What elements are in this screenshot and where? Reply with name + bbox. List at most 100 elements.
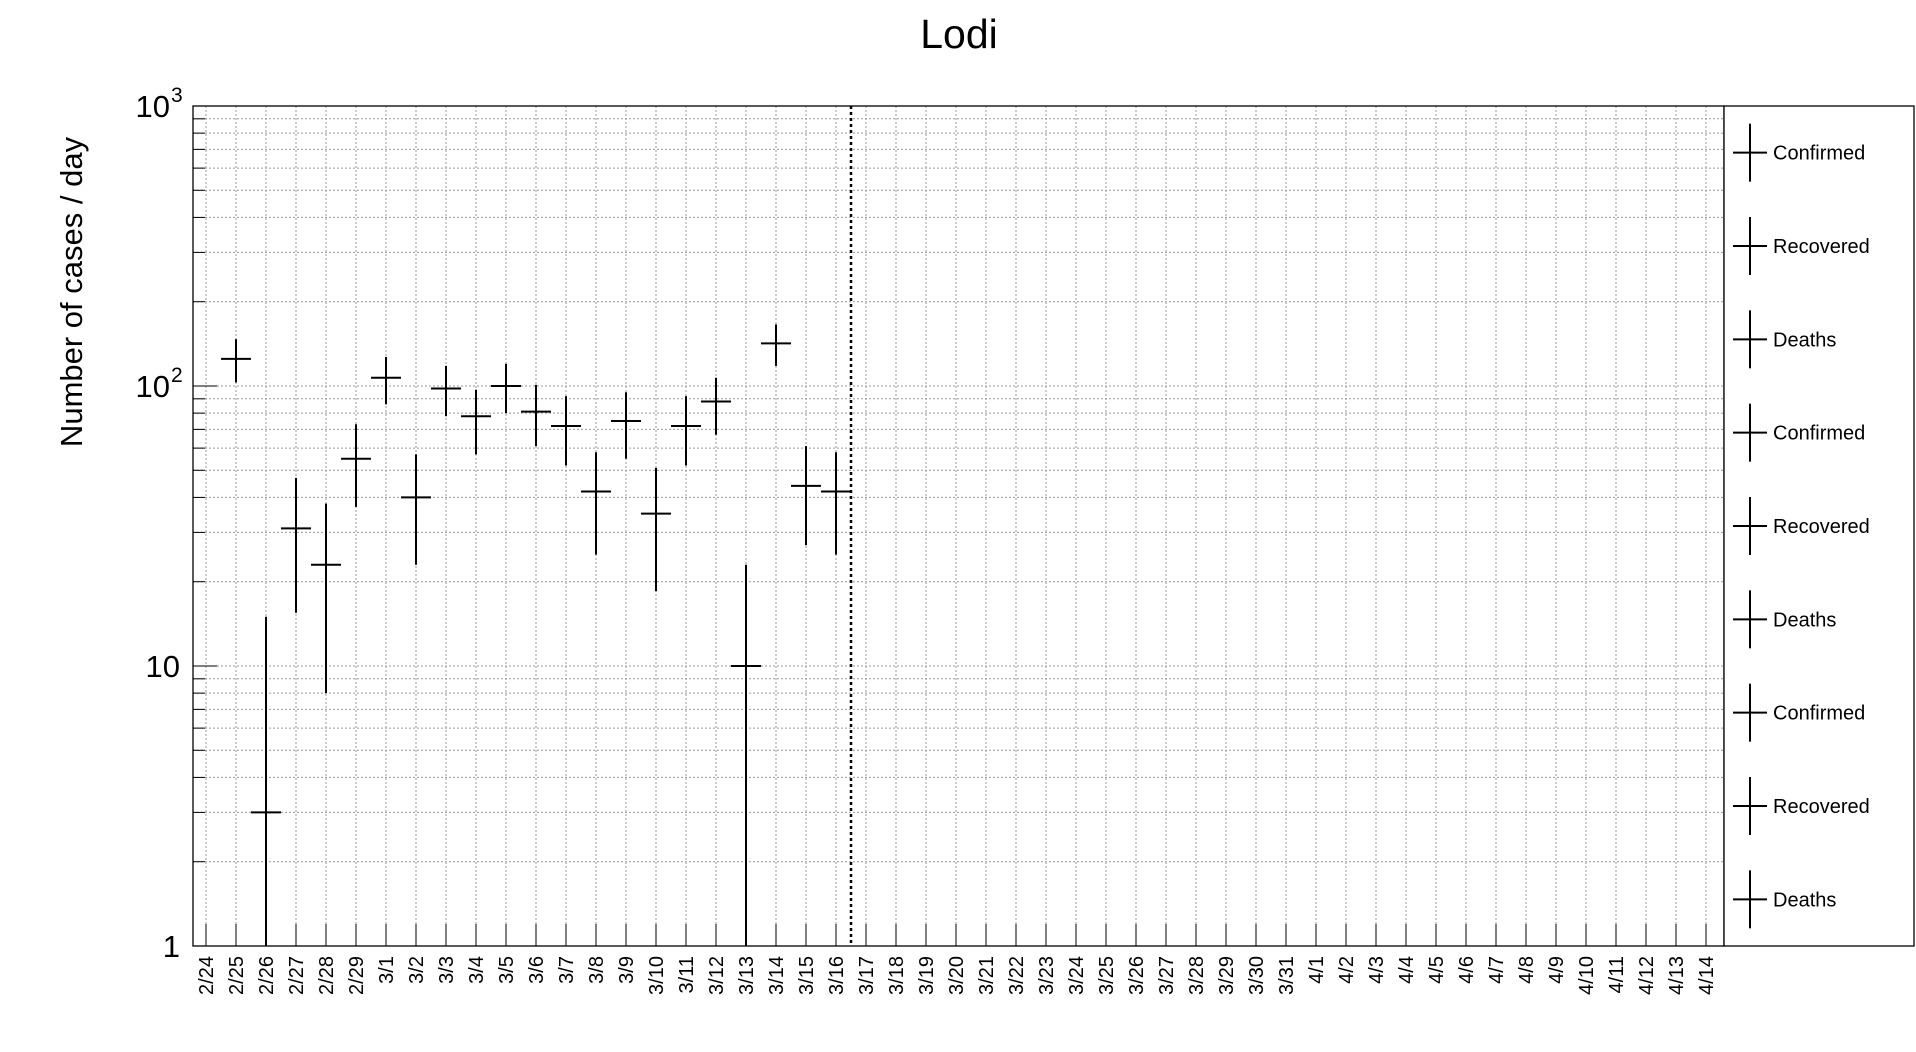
x-tick-label: 3/6 <box>526 956 548 984</box>
x-tick-label: 3/22 <box>1006 956 1028 995</box>
x-tick-label: 4/5 <box>1426 956 1448 984</box>
x-tick-label: 3/20 <box>946 956 968 995</box>
data-point <box>371 356 401 405</box>
legend-item: Confirmed <box>1733 123 1865 182</box>
x-tick-label: 3/23 <box>1036 956 1058 995</box>
chart-title: Lodi <box>920 11 998 57</box>
x-tick-label: 2/26 <box>256 956 278 995</box>
data-point <box>551 396 581 466</box>
data-point <box>821 452 851 555</box>
legend-item: Deaths <box>1733 590 1836 649</box>
data-point <box>251 616 281 946</box>
data-point <box>221 339 251 383</box>
x-tick-label: 4/6 <box>1456 956 1478 984</box>
legend-item: Deaths <box>1733 310 1836 369</box>
x-tick-label: 3/9 <box>616 956 638 984</box>
legend-item: Deaths <box>1733 870 1836 929</box>
y-axis-label: Number of cases / day <box>54 136 89 447</box>
x-tick-label: 4/13 <box>1666 956 1688 995</box>
x-tick-label: 3/10 <box>646 956 668 995</box>
data-point <box>461 389 491 455</box>
x-tick-label: 2/27 <box>286 956 308 995</box>
x-tick-label: 3/11 <box>676 956 698 993</box>
x-tick-label: 3/4 <box>466 956 488 984</box>
data-point <box>791 446 821 546</box>
data-point <box>341 424 371 507</box>
x-tick-label: 2/25 <box>226 956 248 995</box>
x-tick-label: 3/1 <box>376 956 398 984</box>
data-point <box>641 467 671 592</box>
x-tick-label: 3/31 <box>1276 956 1298 995</box>
x-tick-label: 2/28 <box>316 956 338 995</box>
legend-label: Recovered <box>1773 236 1870 258</box>
x-tick-label: 4/8 <box>1516 956 1538 984</box>
data-point <box>671 396 701 466</box>
legend-label: Recovered <box>1773 516 1870 538</box>
x-tick-label: 3/16 <box>826 956 848 995</box>
x-tick-label: 3/21 <box>976 956 998 995</box>
y-tick-label: 10 <box>136 89 170 124</box>
legend-item: Recovered <box>1733 217 1870 275</box>
x-tick-label: 3/27 <box>1156 956 1178 995</box>
x-tick-label: 3/2 <box>406 956 428 984</box>
x-tick-label: 3/12 <box>706 956 728 995</box>
x-tick-label: 3/24 <box>1066 956 1088 995</box>
legend-item: Confirmed <box>1733 403 1865 462</box>
x-tick-label: 3/29 <box>1216 956 1238 995</box>
x-tick-label: 3/14 <box>766 956 788 995</box>
x-tick-label: 3/3 <box>436 956 458 984</box>
x-tick-label: 4/3 <box>1366 956 1388 984</box>
x-tick-label: 3/13 <box>736 956 758 995</box>
x-tick-label: 4/11 <box>1606 956 1628 993</box>
x-tick-label: 4/2 <box>1336 956 1358 984</box>
x-tick-label: 4/7 <box>1486 956 1508 984</box>
x-tick-label: 4/10 <box>1576 956 1598 995</box>
x-tick-label: 4/4 <box>1396 956 1418 984</box>
legend-label: Confirmed <box>1773 423 1865 445</box>
data-point <box>761 324 791 366</box>
data-point <box>491 363 521 414</box>
y-tick-label: 10 <box>136 369 170 404</box>
legend-item: Recovered <box>1733 777 1870 835</box>
legend-label: Deaths <box>1773 609 1836 631</box>
x-tick-label: 3/17 <box>856 956 878 995</box>
x-tick-label: 2/29 <box>346 956 368 995</box>
x-tick-label: 2/24 <box>196 956 218 995</box>
y-tick-label: 1 <box>163 929 180 964</box>
legend-item: Recovered <box>1733 497 1870 555</box>
x-tick-label: 4/1 <box>1306 956 1328 984</box>
x-tick-label: 3/5 <box>496 956 518 984</box>
x-tick-label: 3/30 <box>1246 956 1268 995</box>
legend-label: Confirmed <box>1773 703 1865 725</box>
x-tick-label: 4/14 <box>1696 956 1718 995</box>
y-tick-label-exponent: 2 <box>171 364 183 387</box>
legend-label: Deaths <box>1773 889 1836 911</box>
x-tick-label: 3/7 <box>556 956 578 984</box>
data-points <box>221 324 851 946</box>
data-point <box>701 377 731 435</box>
legend-label: Recovered <box>1773 796 1870 818</box>
x-tick-label: 3/8 <box>586 956 608 984</box>
x-tick-label: 3/18 <box>886 956 908 995</box>
x-tick-label: 4/12 <box>1636 956 1658 995</box>
data-point <box>281 477 311 613</box>
x-tick-label: 3/15 <box>796 956 818 995</box>
data-point <box>611 392 641 459</box>
data-point <box>311 503 341 694</box>
data-point <box>431 365 461 417</box>
data-point <box>401 454 431 565</box>
x-axis: 2/24 2/25 2/26 2/27 2/28 2/29 3/1 3/2 3/3 3/4 3/5 3… <box>196 924 1718 995</box>
data-point <box>521 384 551 447</box>
grid-lines <box>193 106 1724 946</box>
x-tick-label: 4/9 <box>1546 956 1568 984</box>
legend-label: Deaths <box>1773 329 1836 351</box>
data-point <box>581 452 611 555</box>
legend-items: Confirmed Recovered Deaths Confirmed Recover… <box>1733 123 1870 929</box>
legend-item: Confirmed <box>1733 683 1865 742</box>
y-tick-label-exponent: 3 <box>171 84 183 107</box>
x-tick-label: 3/28 <box>1186 956 1208 995</box>
y-tick-label: 10 <box>146 649 180 684</box>
x-tick-label: 3/26 <box>1126 956 1148 995</box>
